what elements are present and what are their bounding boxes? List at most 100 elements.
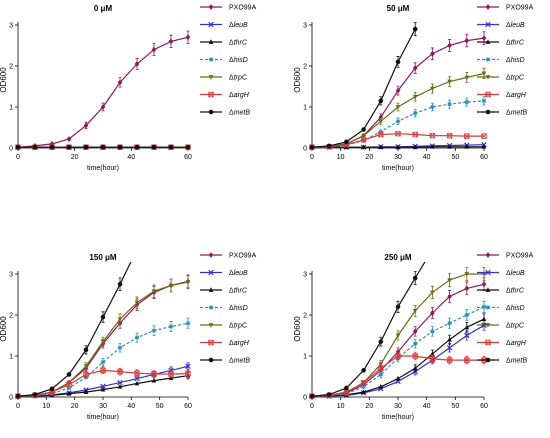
- data-point-hisd: [413, 341, 418, 346]
- legend-gene: leuB: [511, 270, 525, 277]
- error-bar: [136, 242, 139, 257]
- legend-label: ΔmetB: [229, 358, 250, 365]
- series-line-pxo99a: [18, 37, 188, 147]
- legend-marker-hisd: [486, 305, 491, 310]
- chart-title: 0 μM: [94, 4, 113, 13]
- series-pxo99a: [310, 32, 487, 150]
- legend-item-trpc: ΔtrpC: [200, 75, 248, 82]
- x-tick-label: 0: [16, 154, 20, 161]
- chart-title: 250 μM: [384, 253, 411, 262]
- y-tick-label: 2: [303, 313, 307, 320]
- y-tick-label: 3: [303, 272, 307, 279]
- data-point-metb: [152, 145, 157, 150]
- y-axis-label: OD600: [0, 67, 8, 93]
- legend-marker-pxo99a: [486, 4, 491, 10]
- legend-item-pxo99a: PXO99A: [477, 252, 534, 259]
- data-point-hisd: [169, 324, 174, 329]
- legend-gene: hisD: [511, 305, 525, 312]
- legend-label: ΔleuB: [506, 22, 525, 29]
- y-tick-label: 1: [9, 105, 13, 112]
- x-tick-label: 10: [337, 154, 345, 161]
- legend-item-leub: ΔleuB: [200, 22, 248, 29]
- data-point-metb: [16, 394, 21, 399]
- data-point-metb: [396, 60, 401, 65]
- y-tick-label: 2: [303, 64, 307, 71]
- legend-label: PXO99A: [229, 253, 257, 260]
- data-point-metb: [33, 392, 38, 397]
- legend-item-hisd: ΔhisD: [200, 305, 248, 312]
- y-tick-label: 0: [303, 146, 307, 153]
- x-tick-label: 10: [42, 403, 50, 410]
- legend-item-metb: ΔmetB: [477, 110, 527, 117]
- series-trpc: [310, 68, 487, 150]
- legend-marker-metb: [209, 110, 214, 115]
- data-point-metb: [135, 247, 140, 252]
- y-tick-label: 3: [9, 23, 13, 30]
- data-point-metb: [361, 127, 366, 132]
- x-tick-label: 60: [480, 154, 488, 161]
- legend-label: ΔleuB: [229, 270, 248, 277]
- legend-gene: leuB: [234, 22, 248, 29]
- legend-item-pxo99a: PXO99A: [200, 4, 257, 11]
- data-point-metb: [84, 145, 89, 150]
- data-point-metb: [327, 144, 332, 149]
- legend-label: ΔargH: [506, 340, 527, 347]
- data-area: [310, 242, 487, 399]
- data-point-hisd: [465, 313, 470, 318]
- data-point-hisd: [413, 111, 418, 116]
- data-point-hisd: [396, 119, 401, 124]
- legend-label: ΔtrpC: [506, 75, 525, 82]
- y-tick-label: 3: [9, 272, 13, 279]
- legend-marker-metb: [486, 358, 491, 363]
- y-axis-label: OD600: [0, 316, 8, 342]
- y-tick-label: 1: [9, 354, 13, 361]
- data-point-metb: [50, 387, 55, 392]
- x-tick-label: 60: [184, 154, 192, 161]
- legend-marker-pxo99a: [209, 252, 214, 258]
- legend-gene: argH: [511, 340, 527, 347]
- x-tick-label: 20: [71, 403, 79, 410]
- x-tick-label: 30: [394, 154, 402, 161]
- x-axis-label: time(hour): [382, 165, 414, 172]
- legend-label: PXO99A: [506, 5, 534, 12]
- legend-label: PXO99A: [506, 253, 534, 260]
- series-line-argh: [18, 370, 188, 396]
- legend-item-metb: ΔmetB: [200, 358, 250, 365]
- data-point-hisd: [118, 346, 123, 351]
- legend-item-argh: ΔargH: [200, 340, 250, 347]
- data-point-metb: [344, 140, 349, 145]
- data-point-hisd: [430, 105, 435, 110]
- series-trpc: [16, 276, 191, 399]
- data-point-metb: [169, 145, 174, 150]
- data-point-hisd: [152, 328, 157, 333]
- data-point-metb: [344, 386, 349, 391]
- legend-gene: leuB: [511, 22, 525, 29]
- legend-item-metb: ΔmetB: [200, 110, 250, 117]
- legend-gene: argH: [511, 92, 527, 99]
- y-tick-label: 1: [303, 354, 307, 361]
- x-tick-label: 30: [99, 403, 107, 410]
- x-tick-label: 0: [310, 154, 314, 161]
- legend-gene: thrC: [511, 40, 525, 47]
- legend-item-hisd: ΔhisD: [477, 57, 525, 64]
- data-point-metb: [379, 99, 384, 104]
- y-tick-label: 0: [9, 395, 13, 402]
- data-point-hisd: [135, 335, 140, 340]
- legend-marker-hisd: [486, 57, 491, 62]
- legend-gene: hisD: [511, 57, 525, 64]
- data-point-metb: [67, 372, 72, 377]
- x-tick-label: 20: [365, 403, 373, 410]
- error-bar: [431, 242, 434, 257]
- data-point-metb: [361, 368, 366, 373]
- data-point-pxo99a: [447, 43, 452, 49]
- data-point-hisd: [447, 321, 452, 326]
- data-point-metb: [33, 145, 38, 150]
- y-tick-label: 0: [9, 146, 13, 153]
- x-axis-label: time(hour): [87, 414, 119, 421]
- data-point-metb: [118, 282, 123, 287]
- legend-label: ΔtrpC: [506, 323, 525, 330]
